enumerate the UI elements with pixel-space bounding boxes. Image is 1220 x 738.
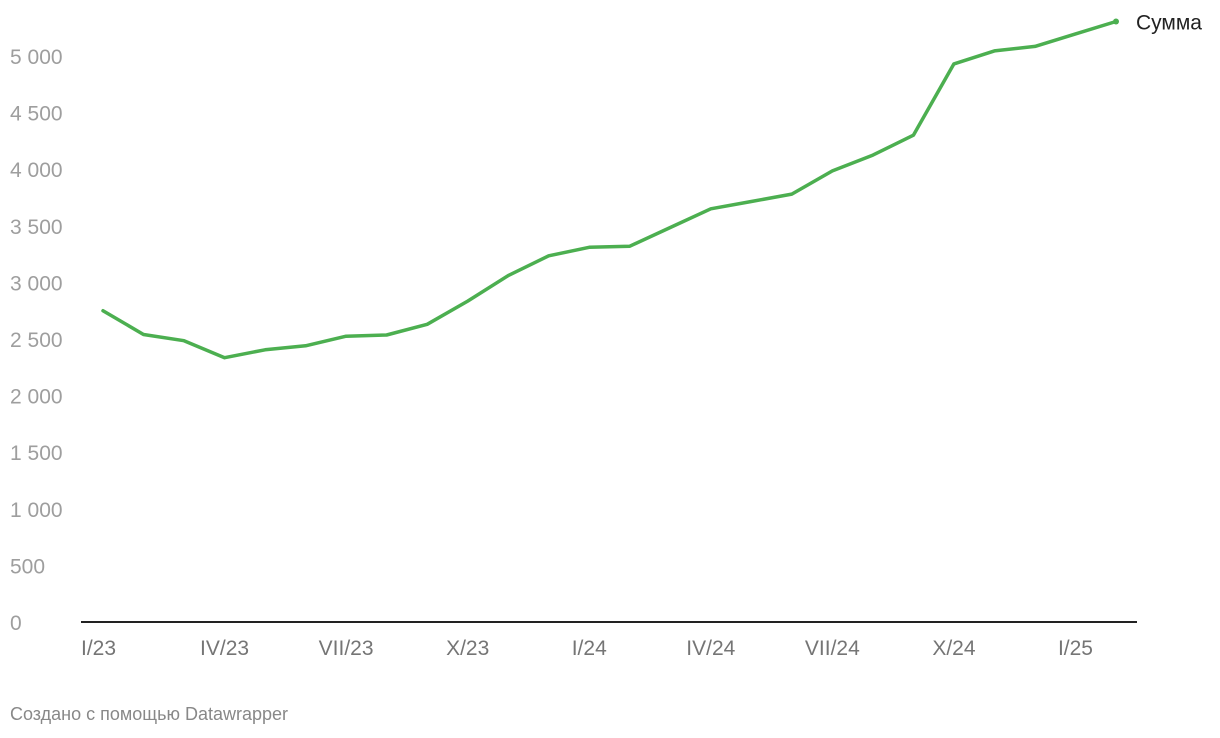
x-tick-label: IV/23: [200, 637, 249, 660]
x-tick-label: IV/24: [686, 637, 735, 660]
x-tick-label: I/25: [1058, 637, 1093, 660]
y-tick-label: 4 500: [10, 103, 63, 126]
x-axis: I/23 IV/23 VII/23 X/23 I/24 IV/24 VII/24 X/24 I/…: [81, 637, 1093, 660]
y-tick-label: 0: [10, 612, 22, 635]
x-tick-label: I/24: [572, 637, 607, 660]
y-tick-label: 3 000: [10, 272, 63, 295]
line-chart: 0 500 1 000 1 500 2 000 2 500 3 000 3 500 4 000 4…: [10, 11, 1202, 660]
series-line: [101, 19, 1118, 360]
y-tick-label: 1 000: [10, 499, 63, 522]
y-tick-label: 4 000: [10, 159, 63, 182]
x-tick-label: VII/24: [805, 637, 860, 660]
series-end-point: [1113, 18, 1119, 25]
y-tick-label: 1 500: [10, 442, 63, 465]
x-tick-label: I/23: [81, 637, 116, 660]
y-tick-label: 500: [10, 555, 45, 578]
series-group: Сумма: [101, 11, 1202, 360]
y-axis: 0 500 1 000 1 500 2 000 2 500 3 000 3 500 4 000 4…: [10, 46, 63, 635]
footer-credit: Создано с помощью Datawrapper: [10, 704, 289, 724]
y-tick-label: 2 500: [10, 329, 63, 352]
y-tick-label: 5 000: [10, 46, 63, 69]
series-label: Сумма: [1136, 11, 1202, 34]
x-tick-label: X/23: [446, 637, 489, 660]
x-tick-label: X/24: [932, 637, 976, 660]
x-tick-label: VII/23: [319, 637, 374, 660]
y-tick-label: 2 000: [10, 386, 63, 409]
y-tick-label: 3 500: [10, 216, 63, 239]
